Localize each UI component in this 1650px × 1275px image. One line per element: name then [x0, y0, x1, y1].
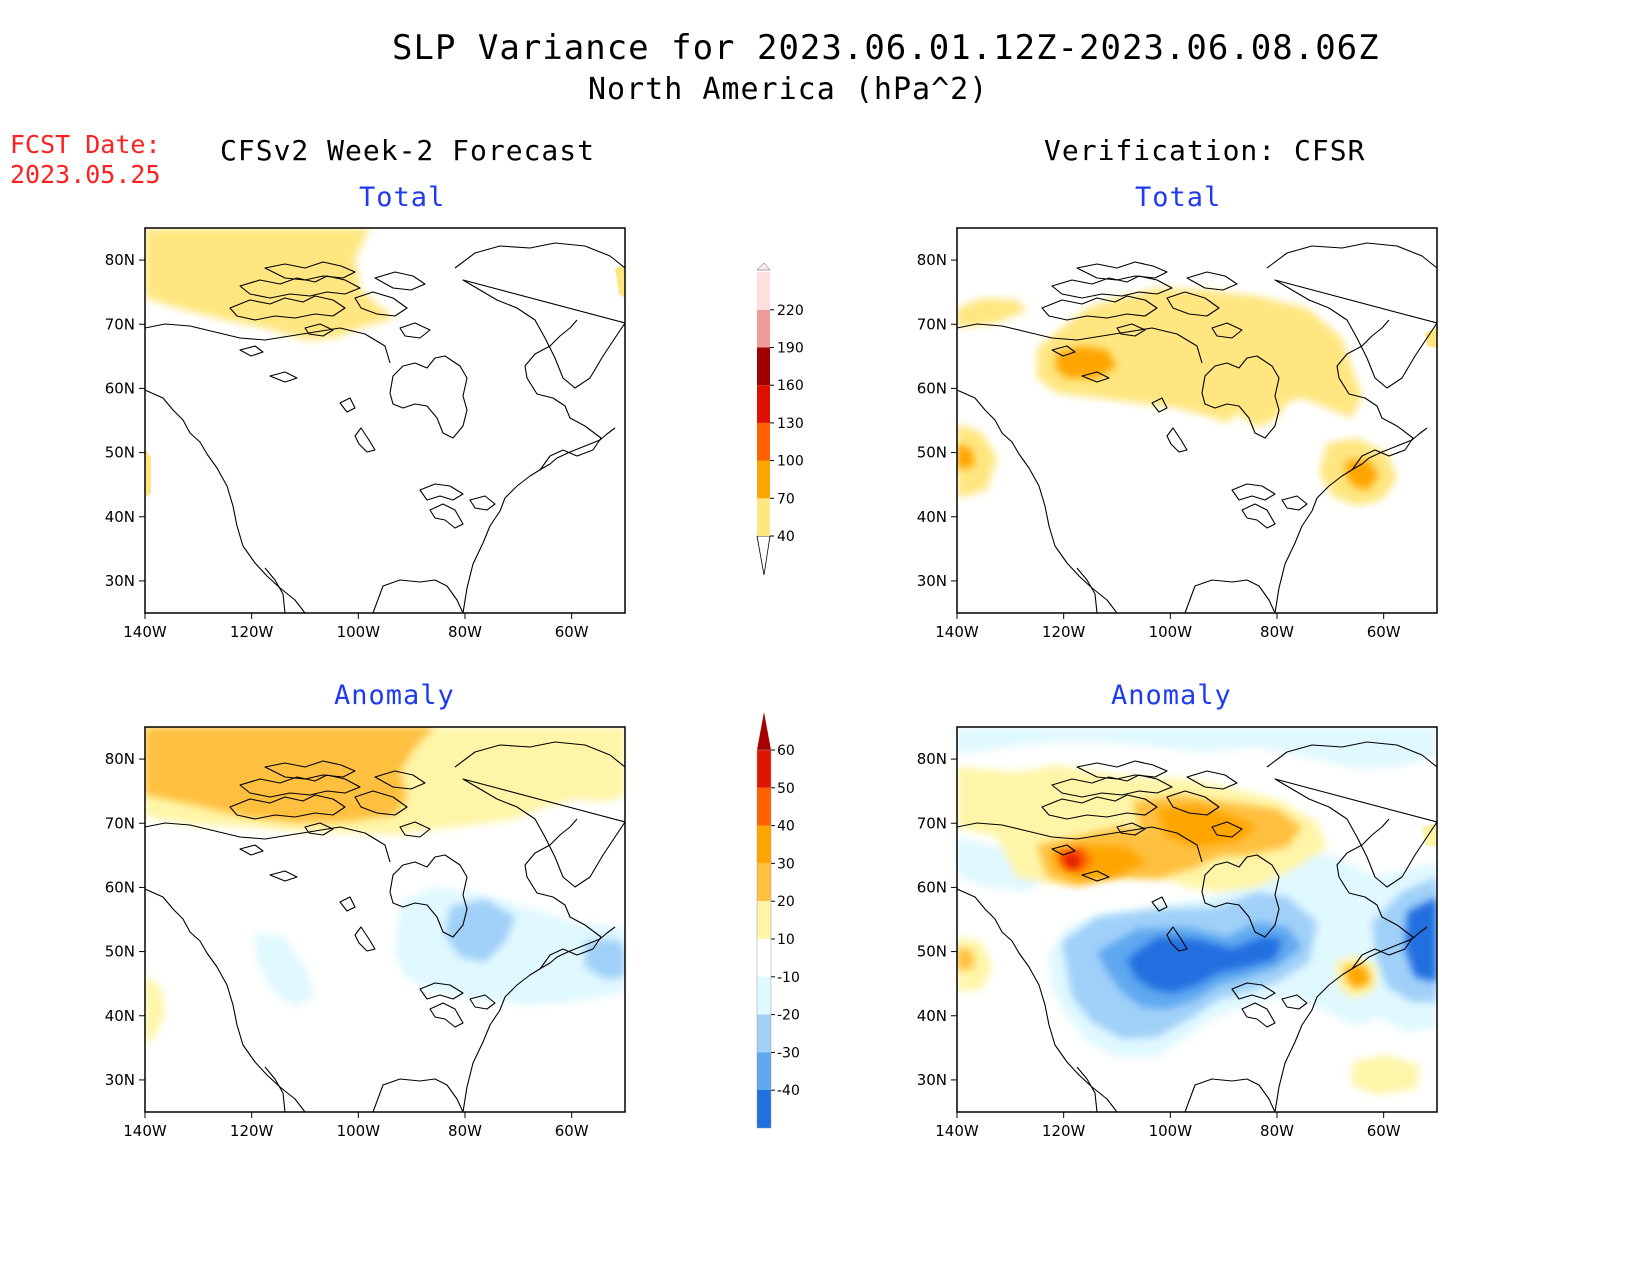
- forecast-anomaly-map: [144, 726, 626, 1113]
- verification-anomaly-map: [956, 726, 1438, 1113]
- right-column-title: Verification: CFSR: [1044, 134, 1366, 167]
- lat-tick-label: 30N: [917, 572, 947, 590]
- lat-tick-label: 40N: [105, 1007, 135, 1025]
- colorbar-total-label: 220: [777, 303, 804, 319]
- forecast-anomaly-title: Anomaly: [334, 680, 455, 711]
- colorbar-anomaly-label: -40: [777, 1083, 800, 1099]
- colorbar-total: 40 70 100 130 160 190 220: [756, 262, 804, 576]
- colorbar-anomaly-swatch: [757, 976, 771, 1015]
- colorbar-anomaly-label: 40: [777, 819, 795, 835]
- colorbar-anomaly-label: 50: [777, 781, 795, 797]
- lon-tick-label: 140W: [123, 623, 167, 641]
- colorbar-total-swatch: [757, 347, 770, 386]
- colorbar-anomaly-label: -30: [777, 1045, 800, 1061]
- lat-tick-label: 80N: [105, 251, 135, 269]
- lat-tick-label: 60N: [105, 878, 135, 896]
- lon-tick-label: 80W: [1260, 623, 1294, 641]
- lon-tick-label: 140W: [123, 1122, 167, 1140]
- lon-tick-label: 80W: [1260, 1122, 1294, 1140]
- colorbar-anomaly-swatch: [757, 939, 771, 977]
- map-axes: 80N 70N 60N 50N 40N 30N 140W 120W 100W 80W 60W 80N 7…: [105, 251, 1401, 1140]
- lon-tick-label: 60W: [555, 1122, 589, 1140]
- colorbar-total-label: 100: [777, 454, 804, 470]
- verification-anomaly-title: Anomaly: [1111, 680, 1232, 711]
- lat-tick-label: 50N: [105, 943, 135, 961]
- colorbar-anomaly-label: 20: [777, 894, 795, 910]
- lon-tick-label: 120W: [1042, 1122, 1086, 1140]
- lon-tick-label: 60W: [1367, 623, 1401, 641]
- lat-tick-label: 60N: [105, 379, 135, 397]
- lat-tick-label: 40N: [917, 508, 947, 526]
- lat-tick-label: 60N: [917, 878, 947, 896]
- colorbar-total-label: 70: [777, 491, 795, 507]
- lat-tick-label: 80N: [917, 750, 947, 768]
- fcst-date-label: FCST Date:: [10, 130, 161, 159]
- lon-tick-label: 100W: [1149, 1122, 1193, 1140]
- forecast-total-title: Total: [359, 182, 446, 213]
- colorbar-total-label: 40: [777, 529, 795, 545]
- lon-tick-label: 120W: [1042, 623, 1086, 641]
- lat-tick-label: 30N: [105, 572, 135, 590]
- page-title: SLP Variance for 2023.06.01.12Z-2023.06.…: [392, 28, 1380, 68]
- colorbar-anomaly-swatch: [757, 863, 771, 902]
- lon-tick-label: 120W: [230, 623, 274, 641]
- colorbar-total-swatch: [757, 460, 770, 499]
- colorbar-anomaly-swatch: [757, 1052, 771, 1091]
- lon-tick-label: 100W: [337, 623, 381, 641]
- lon-tick-label: 60W: [1367, 1122, 1401, 1140]
- colorbar-total-swatch: [757, 498, 770, 536]
- page-subtitle: North America (hPa^2): [588, 72, 989, 107]
- lat-tick-label: 80N: [105, 750, 135, 768]
- colorbar-anomaly-label: -20: [777, 1008, 800, 1024]
- colorbar-anomaly-frame: [756, 749, 772, 1129]
- verification-total-title: Total: [1135, 182, 1222, 213]
- lat-tick-label: 50N: [917, 444, 947, 462]
- fcst-date-value: 2023.05.25: [10, 160, 161, 189]
- lat-tick-label: 40N: [105, 508, 135, 526]
- lon-tick-label: 80W: [448, 623, 482, 641]
- colorbar-anomaly-label: 10: [777, 932, 795, 948]
- lat-tick-label: 50N: [917, 943, 947, 961]
- lat-tick-label: 30N: [917, 1071, 947, 1089]
- colorbar-anomaly-swatch: [757, 787, 771, 826]
- lat-tick-label: 70N: [105, 315, 135, 333]
- colorbar-total-swatch: [757, 385, 770, 423]
- lon-tick-label: 80W: [448, 1122, 482, 1140]
- colorbar-total-label: 160: [777, 378, 804, 394]
- colorbar-anomaly-label: 30: [777, 856, 795, 872]
- verification-total-map: [956, 227, 1438, 614]
- colorbar-anomaly-swatch: [757, 1090, 771, 1128]
- lat-tick-label: 70N: [105, 814, 135, 832]
- lat-tick-label: 40N: [917, 1007, 947, 1025]
- lat-tick-label: 50N: [105, 444, 135, 462]
- lon-tick-label: 140W: [935, 623, 979, 641]
- lat-tick-label: 70N: [917, 315, 947, 333]
- forecast-total-map: [144, 227, 626, 614]
- lon-tick-label: 100W: [337, 1122, 381, 1140]
- colorbar-anomaly-swatch: [757, 901, 771, 939]
- colorbar-total-swatch: [757, 272, 770, 310]
- colorbar-total-swatch: [757, 309, 770, 348]
- colorbar-anomaly-swatch: [757, 750, 771, 788]
- lat-tick-label: 80N: [917, 251, 947, 269]
- lat-tick-label: 30N: [105, 1071, 135, 1089]
- colorbar-anomaly: 60 50 40 30 20 10 -10 -20 -30 -40: [756, 712, 800, 1129]
- lat-tick-label: 60N: [917, 379, 947, 397]
- colorbar-anomaly-label: -10: [777, 970, 800, 986]
- colorbar-total-swatch: [757, 422, 770, 461]
- colorbar-total-label: 190: [777, 341, 804, 357]
- left-column-title: CFSv2 Week-2 Forecast: [220, 134, 596, 167]
- lon-tick-label: 60W: [555, 623, 589, 641]
- colorbar-anomaly-label: 60: [777, 743, 795, 759]
- lon-tick-label: 140W: [935, 1122, 979, 1140]
- colorbar-anomaly-swatch: [757, 1014, 771, 1053]
- lon-tick-label: 100W: [1149, 623, 1193, 641]
- colorbar-anomaly-swatch: [757, 825, 771, 864]
- lat-tick-label: 70N: [917, 814, 947, 832]
- lon-tick-label: 120W: [230, 1122, 274, 1140]
- colorbar-total-label: 130: [777, 416, 804, 432]
